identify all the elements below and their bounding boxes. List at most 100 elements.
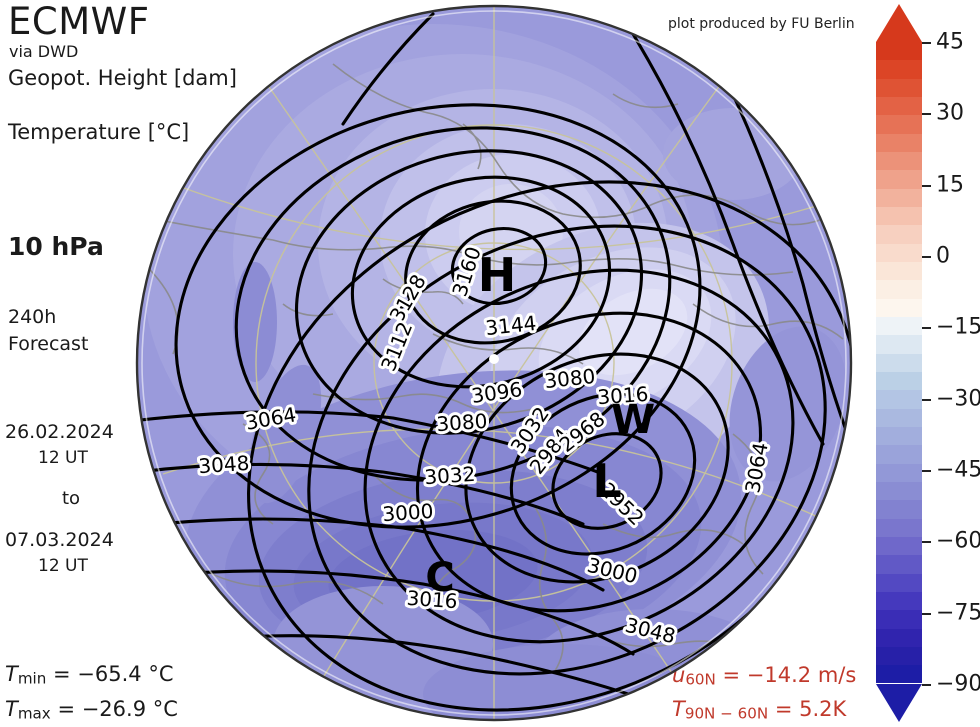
colorbar-tick-label: −60 bbox=[936, 528, 980, 554]
colorbar-segment bbox=[876, 133, 922, 152]
start-date: 26.02.2024 bbox=[5, 421, 114, 443]
colorbar-segment bbox=[876, 646, 922, 666]
colorbar-segment bbox=[876, 555, 922, 574]
t90n-subscript: 90N − 60N bbox=[684, 704, 769, 723]
colorbar-segment bbox=[876, 316, 922, 336]
colorbar-tick-label: 30 bbox=[936, 100, 964, 126]
colorbar-tick-label: 0 bbox=[936, 243, 950, 269]
colorbar-tick bbox=[922, 256, 931, 258]
colorbar-segment bbox=[876, 243, 922, 262]
colorbar-tick bbox=[922, 612, 931, 615]
colorbar-segment bbox=[876, 298, 922, 317]
tmin-readout: Tmin = −65.4 °C bbox=[5, 662, 173, 688]
colorbar-segment bbox=[876, 371, 922, 391]
tmin-symbol: T bbox=[5, 662, 18, 686]
forecast-word: Forecast bbox=[8, 333, 89, 355]
colorbar-tick-label: −45 bbox=[936, 457, 980, 483]
map-rim bbox=[135, 4, 853, 722]
colorbar-segment bbox=[876, 78, 922, 97]
tmin-value: = −65.4 °C bbox=[53, 662, 174, 686]
tmin-subscript: min bbox=[17, 669, 47, 688]
info-panel: ECMWF via DWD Geopot. Height [dam] Tempe… bbox=[0, 0, 270, 727]
colorbar-segment bbox=[876, 628, 922, 647]
colorbar-tick bbox=[922, 541, 931, 544]
t90n-value: = 5.2K bbox=[774, 697, 847, 721]
colorbar-tick bbox=[922, 113, 931, 116]
colorbar-tick-label: −15 bbox=[936, 314, 980, 340]
colorbar[interactable]: 45 30 15 0 −15 −30 −45 −60 −75 −90 bbox=[876, 4, 980, 723]
colorbar-segment bbox=[876, 96, 922, 116]
polar-map[interactable]: 3160 3160 3144 3144 3128 3128 3112 3112 3096 3096… bbox=[133, 4, 855, 722]
colorbar-segment bbox=[876, 390, 922, 409]
forecast-lead-time: 240h bbox=[8, 306, 57, 328]
map-rim-inner bbox=[141, 10, 847, 716]
colorbar-tick-label: 15 bbox=[936, 172, 964, 198]
model-title: ECMWF bbox=[8, 0, 150, 43]
center-marker-low: L bbox=[592, 454, 621, 508]
tmax-symbol: T bbox=[5, 697, 18, 721]
tmax-value: = −26.9 °C bbox=[57, 697, 178, 721]
colorbar-segment bbox=[876, 335, 922, 354]
colorbar-segment bbox=[876, 665, 922, 684]
date-range-separator: to bbox=[62, 488, 81, 509]
colorbar-tick bbox=[922, 470, 931, 472]
colorbar-segment bbox=[876, 408, 922, 427]
center-marker-group: H LW C bbox=[425, 248, 655, 601]
colorbar-tick bbox=[922, 327, 931, 330]
center-marker-cold: C bbox=[425, 555, 454, 601]
u60n-readout: u60N = −14.2 m/s bbox=[672, 663, 856, 689]
colorbar-segment bbox=[876, 188, 922, 207]
plot-credit: plot produced by FU Berlin bbox=[668, 16, 855, 32]
t90n-symbol: T bbox=[672, 697, 685, 721]
colorbar-min-arrow bbox=[876, 684, 922, 722]
colorbar-tick bbox=[922, 398, 931, 401]
colorbar-segment bbox=[876, 42, 922, 61]
colorbar-tick-label: 45 bbox=[936, 29, 964, 55]
colorbar-segment bbox=[876, 225, 922, 244]
colorbar-segment bbox=[876, 573, 922, 592]
north-pole-marker bbox=[489, 354, 499, 364]
start-time: 12 UT bbox=[38, 448, 88, 468]
tmax-readout: Tmax = −26.9 °C bbox=[5, 697, 178, 723]
colorbar-tick-label: −75 bbox=[936, 600, 980, 626]
svg-text:3048: 3048 bbox=[198, 451, 250, 478]
end-time: 12 UT bbox=[38, 556, 88, 576]
colorbar-segment bbox=[876, 353, 922, 372]
colorbar-segment bbox=[876, 463, 922, 482]
model-source: via DWD bbox=[9, 42, 79, 61]
svg-text:3000: 3000 bbox=[382, 499, 434, 526]
svg-text:3080: 3080 bbox=[543, 364, 596, 393]
colorbar-segment bbox=[876, 206, 922, 226]
svg-text:3032: 3032 bbox=[424, 462, 476, 489]
colorbar-segment bbox=[876, 610, 922, 629]
center-marker-warm: W bbox=[611, 397, 655, 443]
pressure-level: 10 hPa bbox=[8, 232, 104, 261]
colorbar-tick bbox=[922, 184, 931, 187]
svg-text:3080: 3080 bbox=[436, 409, 488, 436]
svg-text:3016: 3016 bbox=[406, 586, 458, 613]
center-marker-high: H bbox=[478, 248, 517, 302]
svg-text:3144: 3144 bbox=[484, 311, 537, 340]
colorbar-segment bbox=[876, 151, 922, 171]
colorbar-max-arrow bbox=[876, 4, 922, 42]
colorbar-segment bbox=[876, 60, 922, 79]
colorbar-gradient[interactable] bbox=[876, 42, 922, 684]
colorbar-tick bbox=[922, 42, 931, 44]
colorbar-segment bbox=[876, 591, 922, 611]
colorbar-tick-label: −90 bbox=[936, 671, 980, 697]
t90n-readout: T90N − 60N = 5.2K bbox=[672, 697, 846, 723]
colorbar-tick bbox=[922, 684, 931, 686]
colorbar-segment bbox=[876, 426, 922, 446]
field-temperature-label: Temperature [°C] bbox=[8, 120, 190, 144]
svg-text:3016: 3016 bbox=[597, 382, 649, 409]
end-date: 07.03.2024 bbox=[5, 529, 114, 551]
tmax-subscript: max bbox=[17, 704, 51, 723]
colorbar-segment bbox=[876, 500, 922, 519]
u60n-subscript: 60N bbox=[685, 670, 716, 689]
colorbar-segment bbox=[876, 518, 922, 537]
